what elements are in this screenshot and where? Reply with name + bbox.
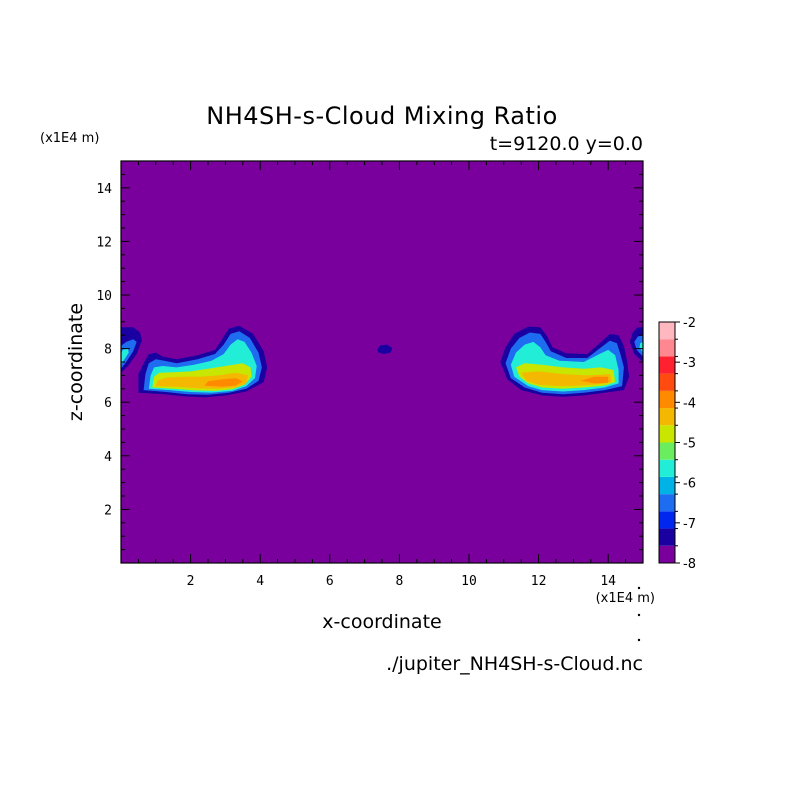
colorbar-tick-label: -2 [683, 316, 696, 331]
x-tick-label: 6 [326, 574, 334, 589]
y-tick-label: 4 [104, 450, 112, 465]
y-tick-label: 10 [96, 289, 112, 304]
y-tick-label: 12 [96, 235, 112, 250]
y-tick-label: 2 [104, 503, 112, 518]
colorbar-tick-label: -6 [683, 477, 696, 492]
x-tick-label: 8 [395, 574, 403, 589]
colorbar-band [659, 545, 675, 563]
x-tick-label: 14 [600, 574, 616, 589]
cloud-feature [121, 327, 142, 373]
y-tick-label: 14 [96, 182, 112, 197]
colorbar-tick-label: -4 [683, 396, 696, 411]
y-axis-label: z-coordinate [65, 303, 87, 421]
colorbar: -2 -3 -4 -5 -6 -7 -8 [658, 316, 696, 572]
y-tick-label: 8 [104, 343, 112, 358]
y-tick-label: 6 [104, 396, 112, 411]
colorbar-band [659, 511, 675, 529]
contour-band [204, 378, 243, 387]
colorbar-band [659, 528, 675, 546]
y-scale-note: (x1E4 m) [40, 131, 99, 146]
marker-dot [637, 638, 641, 642]
cloud-feature [138, 325, 268, 398]
x-tick-label: 10 [461, 574, 477, 589]
chart-subtitle: t=9120.0 y=0.0 [490, 133, 643, 155]
contour-band [376, 344, 393, 354]
x-tick-label: 12 [531, 574, 547, 589]
colorbar-band [659, 459, 675, 477]
contour-band [521, 371, 612, 387]
colorbar-band [659, 373, 675, 391]
colorbar-tick-label: -7 [683, 517, 696, 532]
marker-dot [637, 586, 641, 590]
contour-band [639, 341, 643, 353]
colorbar-tick-label: -5 [683, 437, 696, 452]
x-tick-label: 2 [187, 574, 195, 589]
y-axis: 2 4 6 8 10 12 14 [96, 160, 643, 564]
colorbar-band [659, 322, 675, 340]
colorbar-band [659, 339, 675, 357]
colorbar-band [659, 425, 675, 443]
contour-band [634, 335, 643, 357]
cloud-feature [500, 326, 630, 397]
x-scale-note: (x1E4 m) [596, 591, 655, 606]
x-axis-label: x-coordinate [322, 611, 441, 633]
contour-band [121, 339, 137, 369]
plot-area [121, 161, 643, 563]
x-tick-label: 4 [256, 574, 264, 589]
source-filename: ./jupiter_NH4SH-s-Cloud.nc [386, 653, 643, 675]
marker-dot [637, 613, 641, 617]
contour-fills [121, 325, 643, 398]
cloud-feature [376, 344, 393, 354]
colorbar-band [659, 476, 675, 495]
colorbar-tick-label: -3 [683, 356, 696, 371]
colorbar-band [659, 494, 675, 512]
x-axis: 2 4 6 8 10 12 14 [120, 161, 644, 589]
colorbar-band [659, 390, 675, 409]
colorbar-band [659, 356, 675, 374]
colorbar-tick-label: -8 [683, 557, 696, 572]
contour-band [580, 376, 609, 384]
chart-title: NH4SH-s-Cloud Mixing Ratio [206, 102, 558, 130]
contour-band [121, 348, 129, 365]
colorbar-band [659, 442, 675, 460]
colorbar-band [659, 408, 675, 426]
cloud-feature [629, 327, 643, 362]
